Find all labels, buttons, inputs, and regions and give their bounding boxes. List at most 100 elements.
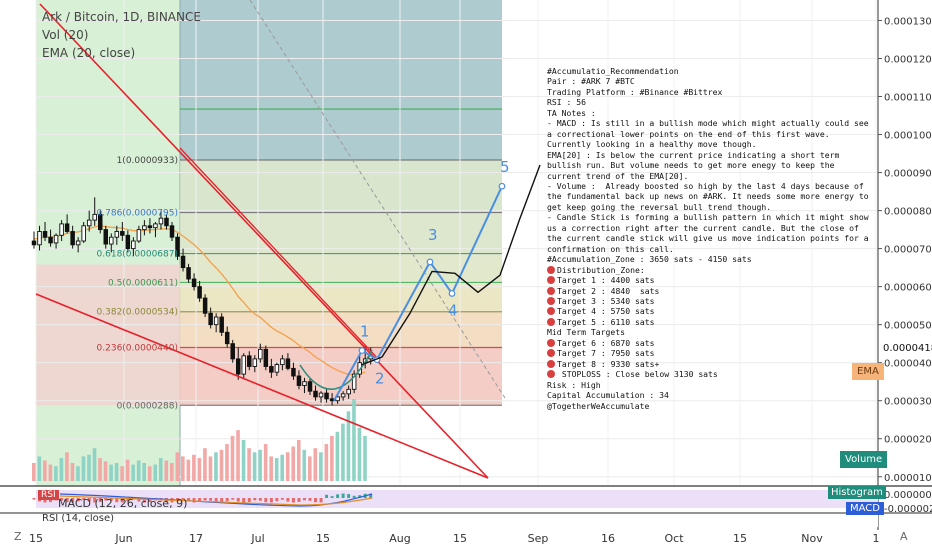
note-line-text: Target 2 : 4840 sats [557, 285, 660, 296]
note-line-text: TA Notes : [547, 107, 596, 118]
candle-body [48, 236, 53, 244]
macd-bar [264, 498, 268, 503]
note-line: Target 8 : 9330 sats+ [547, 359, 847, 369]
note-line-text: Target 7 : 7950 sats [557, 348, 655, 359]
candle-body [346, 388, 351, 395]
target-box [180, 0, 502, 161]
rsi-pane[interactable] [36, 514, 878, 527]
candle-body [175, 236, 180, 257]
note-line: the current candle stick will give us mo… [547, 233, 869, 243]
macd-bar [330, 496, 334, 498]
macd-bar [142, 498, 146, 503]
candle-body [202, 297, 208, 314]
x-tick-label: Sep [528, 532, 549, 545]
candle-body [318, 392, 324, 398]
candle-body [230, 343, 235, 360]
volume-bar [125, 459, 130, 481]
macd-bar [65, 498, 69, 503]
volume-bar [87, 454, 91, 481]
volume-bar [43, 460, 47, 481]
note-line: #Accumulation_Zone : 3650 sats - 4150 sa… [547, 254, 847, 264]
candle-body [247, 355, 252, 367]
candle-body [169, 225, 175, 238]
volume-bar [335, 431, 340, 481]
x-tick-label: Oct [664, 532, 684, 545]
volume-bar [65, 452, 69, 481]
signal-line [59, 495, 373, 506]
candle-body [125, 234, 131, 250]
volume-bar [236, 430, 240, 481]
macd-bar [336, 494, 340, 498]
candle-body [302, 381, 307, 386]
volume-bar [241, 440, 246, 481]
candle-body [164, 217, 169, 227]
note-line: us a correction right after the current … [547, 223, 859, 233]
fib-label: 0(0.0000288) [117, 401, 178, 411]
volume-bar [92, 448, 97, 481]
volume-bar [230, 435, 235, 481]
macd-bar [242, 498, 246, 503]
auto-scale-icon[interactable]: A [900, 530, 908, 543]
note-line: STOPLOSS : Close below 3130 sats [547, 369, 847, 379]
x-axis: 15 Jun 17 Jul 15 Aug 15 Sep 16 Oct 15 Nov 1 [29, 532, 880, 545]
volume-bar [192, 454, 196, 481]
macd-line [59, 493, 373, 507]
macd-bar [187, 498, 191, 502]
note-line: - Volume : Already boosted so high by th… [547, 181, 864, 191]
note-line: Risk : High [547, 380, 847, 390]
fib-label: 0.786(0.0000795) [97, 208, 178, 218]
macd-bar [231, 498, 235, 500]
note-line: a correctional lower points on the end o… [547, 129, 847, 139]
fib-label: 0.382(0.0000534) [97, 308, 178, 318]
candle-body [92, 213, 97, 221]
candle-body [235, 358, 241, 375]
x-tick-label: 17 [189, 532, 203, 545]
macd-bar [269, 498, 273, 503]
volume-bars [32, 399, 367, 481]
macd-bar [308, 498, 312, 501]
note-line-text: bullish run. But volume needs to get mor… [547, 160, 835, 171]
macd-axis-label: -0.0000020 [884, 504, 932, 515]
dashed-guide [249, 0, 506, 399]
note-line-text: a correctional lower points on the end o… [547, 128, 830, 139]
candle-body [180, 255, 186, 269]
note-line: Target 6 : 6870 sats [547, 338, 847, 348]
note-line-text: current trend of the EMA[20]. [547, 170, 689, 181]
note-line: - Candle Stick is forming a bullish patt… [547, 212, 869, 222]
candle-body [158, 217, 164, 225]
macd-bar [352, 495, 356, 498]
macd-tag: MACD [846, 502, 884, 515]
candle-body [269, 366, 274, 373]
candle-body [213, 316, 219, 326]
zoom-out-icon[interactable]: Z [14, 530, 22, 543]
volume-bar [208, 456, 213, 481]
candle-body [329, 398, 335, 402]
wave-label: 3 [428, 226, 438, 244]
candle-body [75, 240, 81, 246]
candle-body [186, 267, 191, 280]
note-line: current trend of the EMA[20]. [547, 171, 847, 181]
volume-bar [302, 449, 307, 481]
note-line-text: confirmation on this call. [547, 243, 674, 254]
macd-bar [198, 498, 202, 503]
volume-bar [357, 427, 362, 481]
candle-body [37, 231, 42, 246]
x-tick-label: 15 [453, 532, 467, 545]
wave-label: 1 [360, 323, 370, 341]
macd-bar [71, 498, 75, 503]
macd-bar [104, 498, 108, 501]
wave-point [426, 258, 434, 266]
wave-path [333, 185, 503, 402]
volume-bar [142, 462, 146, 481]
note-line: Capital Accumulation : 34 [547, 390, 847, 400]
volume-bar [341, 423, 345, 481]
trendline-fib-diagonal [179, 147, 381, 362]
volume-bar [181, 456, 185, 481]
candle-body [340, 393, 346, 398]
note-line-text: Target 5 : 6110 sats [557, 316, 655, 327]
